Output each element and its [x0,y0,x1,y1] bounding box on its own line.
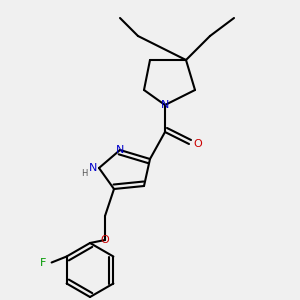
Text: H: H [81,169,87,178]
Text: F: F [39,257,46,268]
Text: O: O [194,139,202,149]
Text: N: N [89,163,97,173]
Text: O: O [100,235,109,245]
Text: N: N [161,100,169,110]
Text: N: N [116,145,124,155]
